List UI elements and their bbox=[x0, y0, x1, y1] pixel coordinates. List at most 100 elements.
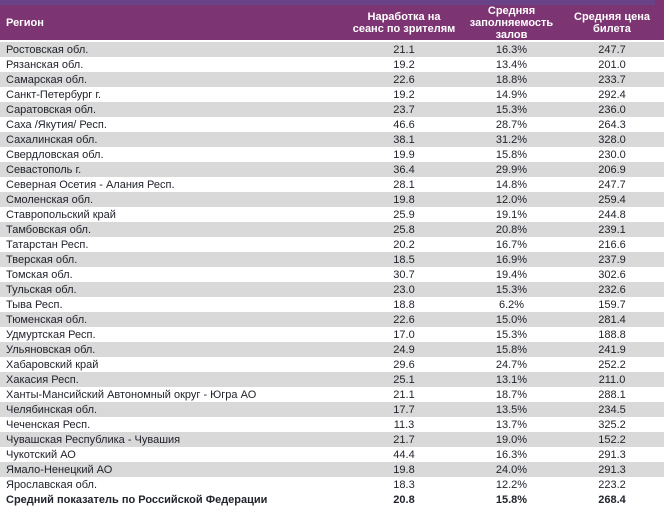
region-cell: Самарская обл. bbox=[6, 73, 88, 86]
price-cell: 236.0 bbox=[598, 103, 626, 116]
region-cell: Смоленская обл. bbox=[6, 193, 94, 206]
region-cell: Удмуртская Респ. bbox=[6, 328, 96, 341]
per-session-cell: 36.4 bbox=[393, 163, 415, 176]
per-session-cell: 28.1 bbox=[393, 178, 415, 191]
occupancy-cell: 20.8% bbox=[495, 223, 528, 236]
price-cell: 237.9 bbox=[598, 253, 626, 266]
per-session-cell: 11.3 bbox=[393, 418, 415, 431]
price-cell: 206.9 bbox=[598, 163, 626, 176]
column-header-region: Регион bbox=[6, 16, 44, 29]
price-cell: 328.0 bbox=[598, 133, 626, 146]
region-cell: Ханты-Мансийский Автономный округ - Югра… bbox=[6, 388, 257, 401]
column-header-ticket-price: Средняя цена билета bbox=[574, 10, 650, 35]
per-session-cell: 46.6 bbox=[393, 118, 415, 131]
region-cell: Саратовская обл. bbox=[6, 103, 97, 116]
per-session-cell: 44.4 bbox=[393, 448, 415, 461]
per-session-cell: 22.6 bbox=[393, 313, 415, 326]
table-row: Тыва Респ. 18.8 6.2% 159.7 bbox=[0, 297, 664, 312]
price-cell: 232.6 bbox=[598, 283, 626, 296]
per-session-cell: 19.8 bbox=[393, 193, 415, 206]
region-cell: Саха /Якутия/ Респ. bbox=[6, 118, 107, 131]
table-row: Томская обл. 30.7 19.4% 302.6 bbox=[0, 267, 664, 282]
table-row: Санкт-Петербург г. 19.2 14.9% 292.4 bbox=[0, 87, 664, 102]
table-row: Татарстан Респ. 20.2 16.7% 216.6 bbox=[0, 237, 664, 252]
occupancy-cell: 16.9% bbox=[495, 253, 528, 266]
table-row: Свердловская обл. 19.9 15.8% 230.0 bbox=[0, 147, 664, 162]
per-session-cell: 25.8 bbox=[393, 223, 415, 236]
per-session-cell: 20.2 bbox=[393, 238, 415, 251]
table-row-total: Средний показатель по Российской Федерац… bbox=[0, 492, 664, 507]
per-session-cell: 24.9 bbox=[393, 343, 415, 356]
table-row: Ульяновская обл. 24.9 15.8% 241.9 bbox=[0, 342, 664, 357]
table-row: Самарская обл. 22.6 18.8% 233.7 bbox=[0, 72, 664, 87]
region-cell: Ростовская обл. bbox=[6, 43, 89, 56]
price-cell: 216.6 bbox=[598, 238, 626, 251]
occupancy-cell: 6.2% bbox=[498, 298, 525, 311]
per-session-cell: 21.1 bbox=[393, 388, 415, 401]
region-cell: Северная Осетия - Алания Респ. bbox=[6, 178, 175, 191]
occupancy-cell: 14.9% bbox=[495, 88, 528, 101]
occupancy-cell: 13.1% bbox=[495, 373, 528, 386]
table-row: Челябинская обл. 17.7 13.5% 234.5 bbox=[0, 402, 664, 417]
price-cell: 259.4 bbox=[598, 193, 626, 206]
occupancy-cell: 13.5% bbox=[495, 403, 528, 416]
price-cell: 201.0 bbox=[598, 58, 626, 71]
table-header-row: Регион Наработка на сеанс по зрителям Ср… bbox=[0, 5, 664, 42]
price-cell: 268.4 bbox=[598, 493, 626, 506]
region-cell: Санкт-Петербург г. bbox=[6, 88, 102, 101]
table-row: Тверская обл. 18.5 16.9% 237.9 bbox=[0, 252, 664, 267]
per-session-cell: 22.6 bbox=[393, 73, 415, 86]
per-session-cell: 19.9 bbox=[393, 148, 415, 161]
price-cell: 159.7 bbox=[598, 298, 626, 311]
occupancy-cell: 15.0% bbox=[495, 313, 528, 326]
region-cell: Ямало-Ненецкий АО bbox=[6, 463, 113, 476]
table-body: Ростовская обл. 21.1 16.3% 247.7 Рязанская о… bbox=[0, 42, 664, 507]
table-row: Чукотский АО 44.4 16.3% 291.3 bbox=[0, 447, 664, 462]
per-session-cell: 23.0 bbox=[393, 283, 415, 296]
table-top-border-strip bbox=[0, 0, 655, 5]
occupancy-cell: 12.0% bbox=[495, 193, 528, 206]
region-cell: Тамбовская обл. bbox=[6, 223, 92, 236]
table-row: Удмуртская Респ. 17.0 15.3% 188.8 bbox=[0, 327, 664, 342]
table-row: Тюменская обл. 22.6 15.0% 281.4 bbox=[0, 312, 664, 327]
table-row: Тамбовская обл. 25.8 20.8% 239.1 bbox=[0, 222, 664, 237]
occupancy-cell: 29.9% bbox=[495, 163, 528, 176]
occupancy-cell: 12.2% bbox=[495, 478, 528, 491]
occupancy-cell: 16.7% bbox=[495, 238, 528, 251]
occupancy-cell: 19.0% bbox=[495, 433, 528, 446]
region-cell: Ульяновская обл. bbox=[6, 343, 96, 356]
price-cell: 241.9 bbox=[598, 343, 626, 356]
price-cell: 239.1 bbox=[598, 223, 626, 236]
price-cell: 230.0 bbox=[598, 148, 626, 161]
price-cell: 247.7 bbox=[598, 178, 626, 191]
table-row: Хабаровский край 29.6 24.7% 252.2 bbox=[0, 357, 664, 372]
region-cell: Тверская обл. bbox=[6, 253, 78, 266]
per-session-cell: 19.2 bbox=[393, 88, 415, 101]
region-cell: Томская обл. bbox=[6, 268, 73, 281]
table-top-border bbox=[0, 0, 664, 5]
region-cell: Хабаровский край bbox=[6, 358, 99, 371]
occupancy-cell: 28.7% bbox=[495, 118, 528, 131]
occupancy-cell: 15.3% bbox=[495, 103, 528, 116]
region-cell: Челябинская обл. bbox=[6, 403, 98, 416]
occupancy-cell: 15.8% bbox=[495, 343, 528, 356]
region-cell: Чувашская Республика - Чувашия bbox=[6, 433, 181, 446]
per-session-cell: 23.7 bbox=[393, 103, 415, 116]
column-header-per-session: Наработка на сеанс по зрителям bbox=[352, 10, 456, 35]
region-cell: Хакасия Респ. bbox=[6, 373, 79, 386]
occupancy-cell: 16.3% bbox=[495, 43, 528, 56]
table-row: Рязанская обл. 19.2 13.4% 201.0 bbox=[0, 57, 664, 72]
per-session-cell: 18.5 bbox=[393, 253, 415, 266]
region-cell: Татарстан Респ. bbox=[6, 238, 89, 251]
price-cell: 302.6 bbox=[598, 268, 626, 281]
occupancy-cell: 24.7% bbox=[495, 358, 528, 371]
occupancy-cell: 15.8% bbox=[495, 148, 528, 161]
price-cell: 233.7 bbox=[598, 73, 626, 86]
occupancy-cell: 19.4% bbox=[495, 268, 528, 281]
per-session-cell: 29.6 bbox=[393, 358, 415, 371]
per-session-cell: 18.3 bbox=[393, 478, 415, 491]
region-cell: Ярославская обл. bbox=[6, 478, 98, 491]
table-row: Саратовская обл. 23.7 15.3% 236.0 bbox=[0, 102, 664, 117]
occupancy-cell: 16.3% bbox=[495, 448, 528, 461]
per-session-cell: 38.1 bbox=[393, 133, 415, 146]
